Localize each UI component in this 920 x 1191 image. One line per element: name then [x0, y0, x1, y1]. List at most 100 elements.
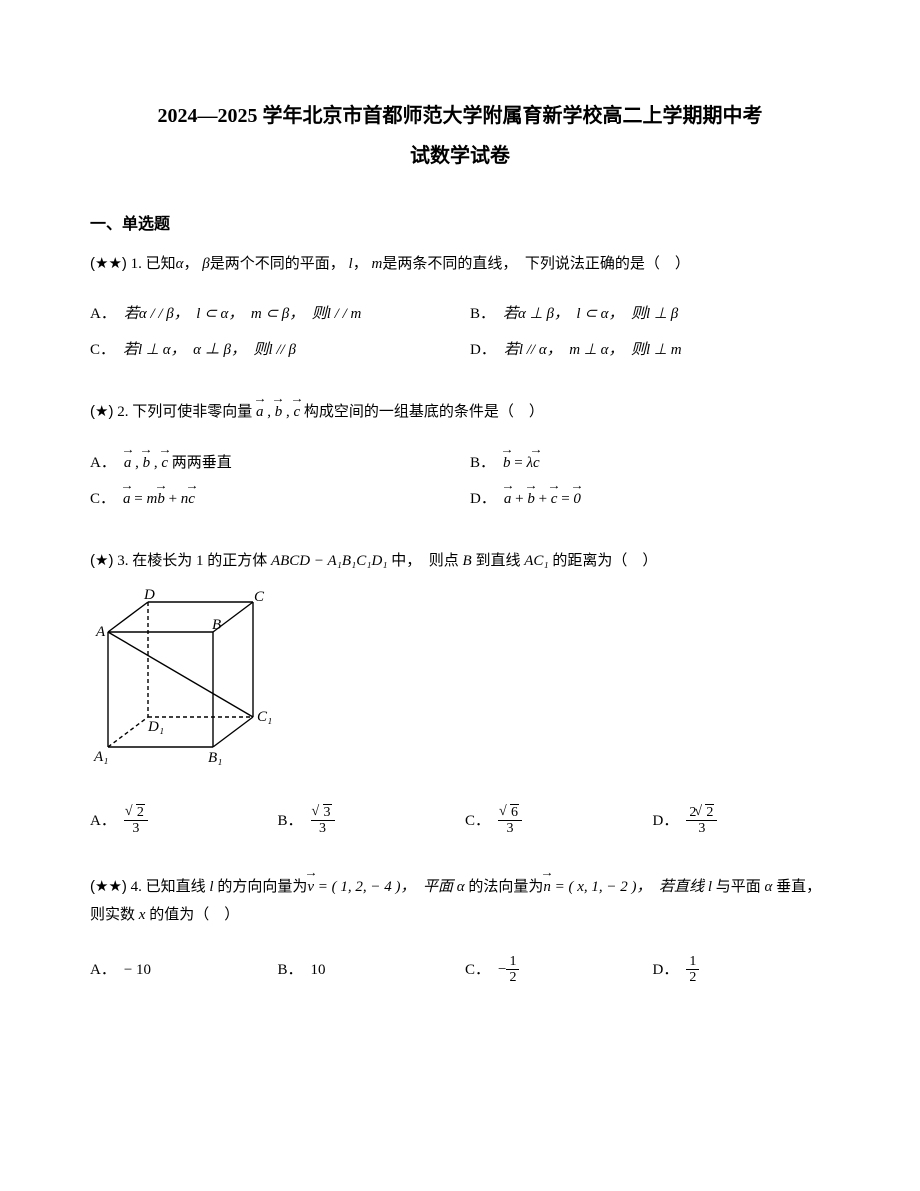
- point-b: B: [463, 553, 472, 569]
- option-text: a , b , c 两两垂直: [124, 451, 232, 475]
- option-label: A．: [90, 958, 116, 982]
- text: 与平面: [712, 879, 765, 895]
- var-m: m: [371, 256, 382, 272]
- option-text: a = mb + nc: [123, 487, 195, 511]
- label-D1: D₁: [147, 719, 164, 735]
- option-d: D． 12: [653, 954, 831, 986]
- option-c: C． 63: [465, 805, 643, 837]
- option-text: 若α / / β， l ⊂ α， m ⊂ β， 则l / / m: [124, 302, 362, 326]
- vector-c: c: [293, 398, 300, 427]
- option-c: C． −12: [465, 954, 643, 986]
- option-label: B．: [278, 809, 303, 833]
- text: 已知直线: [146, 879, 210, 895]
- cube-figure: A B C D A₁ B₁ C₁ D₁: [90, 587, 830, 777]
- option-a: A． 23: [90, 805, 268, 837]
- option-a: A． a , b , c 两两垂直: [90, 451, 450, 475]
- option-label: C．: [465, 809, 490, 833]
- question-1-text: (★★) 1. 已知α， β是两个不同的平面， l， m是两条不同的直线， 下列…: [90, 250, 830, 279]
- label-B1: B₁: [208, 750, 222, 766]
- option-b: B． 33: [278, 805, 456, 837]
- vector-n: n: [543, 873, 551, 902]
- text: 的方向向量为: [214, 879, 308, 895]
- option-text: a + b + c = 0: [504, 487, 581, 511]
- option-label: D．: [653, 958, 679, 982]
- option-value: 33: [311, 805, 335, 837]
- question-2: (★) 2. 下列可使非零向量 a , b , c 构成空间的一组基底的条件是（…: [90, 398, 830, 511]
- option-label: A．: [90, 809, 116, 833]
- vector-a: a: [256, 398, 264, 427]
- text: 的法向量为: [465, 879, 544, 895]
- option-text: 若α ⊥ β， l ⊂ α， 则l ⊥ β: [503, 302, 678, 326]
- options: A． 23 B． 33 C． 63 D． 223: [90, 805, 830, 837]
- var-beta: β: [202, 256, 209, 272]
- option-label: A．: [90, 302, 116, 326]
- options: A． − 10 B． 10 C． −12 D． 12: [90, 954, 830, 986]
- text: 是两条不同的直线， 下列说法正确的是（ ）: [382, 256, 690, 272]
- text: 的值为（ ）: [145, 907, 239, 923]
- text: 到直线: [472, 553, 525, 569]
- question-3-text: (★) 3. 在棱长为 1 的正方体 ABCD − A₁B₁C₁D₁ 中， 则点…: [90, 547, 830, 576]
- label-A: A: [95, 624, 106, 640]
- text: ，: [353, 256, 368, 272]
- cube-name: ABCD − A₁B₁C₁D₁: [271, 553, 388, 569]
- option-label: D．: [470, 487, 496, 511]
- option-text: − 10: [124, 958, 151, 982]
- option-a: A． 若α / / β， l ⊂ α， m ⊂ β， 则l / / m: [90, 302, 450, 326]
- difficulty-stars: (★★): [90, 255, 127, 272]
- question-1: (★★) 1. 已知α， β是两个不同的平面， l， m是两条不同的直线， 下列…: [90, 250, 830, 363]
- text: 的距离为（ ）: [549, 553, 658, 569]
- text: 已知: [146, 256, 176, 272]
- var-alpha: α: [176, 256, 184, 272]
- label-D: D: [143, 587, 155, 603]
- option-value: 223: [686, 805, 717, 837]
- question-number: 3.: [117, 553, 128, 569]
- difficulty-stars: (★): [90, 552, 113, 569]
- question-3: (★) 3. 在棱长为 1 的正方体 ABCD − A₁B₁C₁D₁ 中， 则点…: [90, 547, 830, 837]
- question-number: 1.: [131, 256, 142, 272]
- label-C: C: [254, 589, 265, 605]
- option-text: −12: [498, 954, 519, 986]
- option-b: B． b = λc: [470, 451, 830, 475]
- text: 构成空间的一组基底的条件是（ ）: [300, 404, 544, 420]
- page-title-line1: 2024—2025 学年北京市首都师范大学附属育新学校高二上学期期中考: [90, 100, 830, 132]
- page-title-line2: 试数学试卷: [90, 140, 830, 172]
- option-text: 12: [686, 954, 699, 986]
- option-d: D． 若l // α， m ⊥ α， 则l ⊥ m: [470, 338, 830, 362]
- text: 在棱长为 1 的正方体: [132, 553, 271, 569]
- option-label: B．: [278, 958, 303, 982]
- section-header: 一、单选题: [90, 212, 830, 238]
- text: 中， 则点: [388, 553, 463, 569]
- option-label: A．: [90, 451, 116, 475]
- question-4: (★★) 4. 已知直线 l 的方向向量为v = ( 1, 2, − 4 )， …: [90, 873, 830, 986]
- vector-b: b: [275, 398, 283, 427]
- option-value: 63: [498, 805, 522, 837]
- options: A． 若α / / β， l ⊂ α， m ⊂ β， 则l / / m B． 若…: [90, 302, 830, 362]
- option-c: C． a = mb + nc: [90, 487, 450, 511]
- vector-v: v: [307, 873, 314, 902]
- option-c: C． 若l ⊥ α， α ⊥ β， 则l // β: [90, 338, 450, 362]
- cube-svg: A B C D A₁ B₁ C₁ D₁: [90, 587, 280, 777]
- option-value: 23: [124, 805, 148, 837]
- difficulty-stars: (★★): [90, 878, 127, 895]
- option-label: D．: [470, 338, 496, 362]
- text: 是两个不同的平面，: [210, 256, 345, 272]
- option-b: B． 若α ⊥ β， l ⊂ α， 则l ⊥ β: [470, 302, 830, 326]
- option-label: B．: [470, 302, 495, 326]
- line-ac1: AC₁: [524, 553, 548, 569]
- question-2-text: (★) 2. 下列可使非零向量 a , b , c 构成空间的一组基底的条件是（…: [90, 398, 830, 427]
- text: ，: [184, 256, 199, 272]
- option-label: D．: [653, 809, 679, 833]
- text: 下列可使非零向量: [132, 404, 256, 420]
- question-number: 2.: [117, 404, 128, 420]
- option-text: 若l // α， m ⊥ α， 则l ⊥ m: [504, 338, 682, 362]
- label-C1: C₁: [257, 709, 272, 725]
- question-4-text: (★★) 4. 已知直线 l 的方向向量为v = ( 1, 2, − 4 )， …: [90, 873, 830, 930]
- option-label: C．: [465, 958, 490, 982]
- options: A． a , b , c 两两垂直 B． b = λc C． a = mb + …: [90, 451, 830, 511]
- option-a: A． − 10: [90, 954, 268, 986]
- label-A1: A₁: [93, 749, 108, 765]
- option-label: C．: [90, 338, 115, 362]
- option-label: B．: [470, 451, 495, 475]
- option-label: C．: [90, 487, 115, 511]
- text: = ( 1, 2, − 4 )， 平面: [314, 879, 457, 895]
